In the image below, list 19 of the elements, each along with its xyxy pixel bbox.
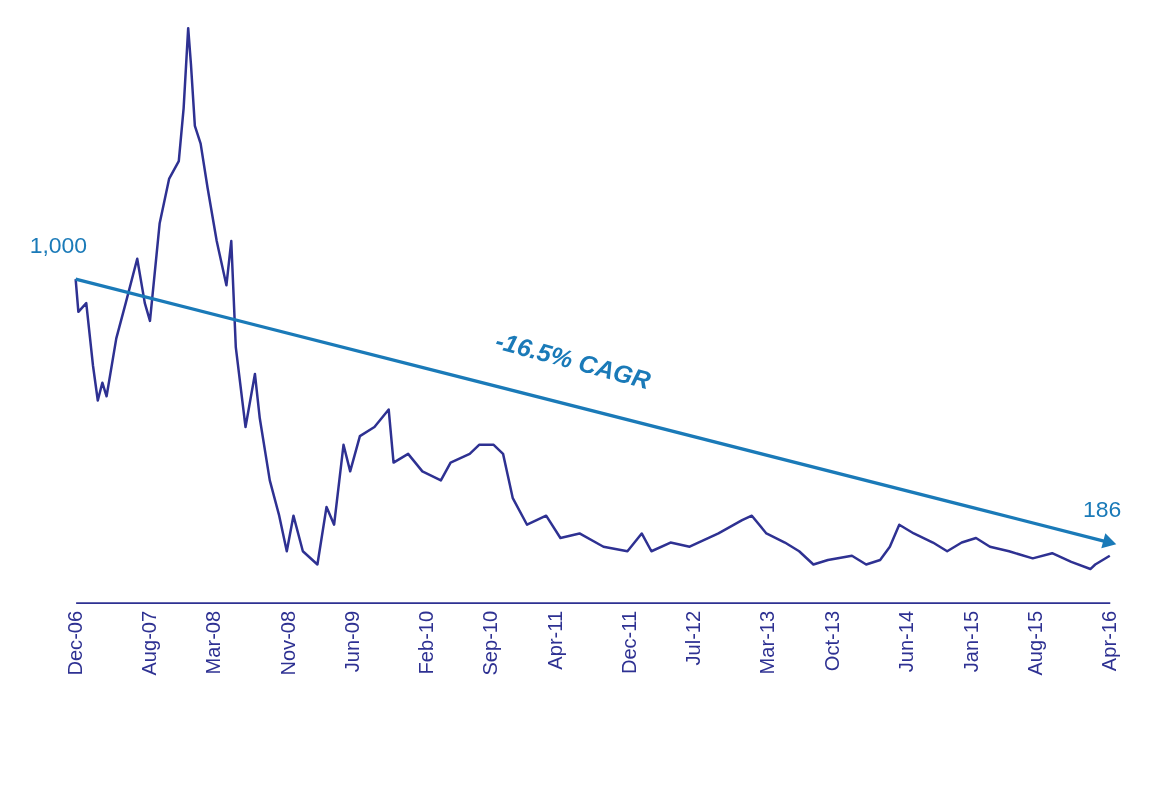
x-tick-label: Mar-13 — [756, 610, 779, 675]
x-tick-label: Oct-13 — [821, 610, 844, 672]
x-tick-label: Dec-06 — [63, 610, 86, 676]
annotation: -16.5% CAGR — [492, 325, 654, 395]
x-tick-label: Jun-09 — [340, 610, 363, 673]
x-tick-label: Feb-10 — [415, 610, 438, 675]
x-tick-label: Jan-15 — [959, 610, 982, 673]
x-tick-label: Aug-07 — [137, 610, 160, 676]
x-tick-label: Aug-15 — [1023, 610, 1046, 676]
x-tick-label: Mar-08 — [202, 610, 225, 675]
x-tick-label: Dec-11 — [617, 610, 640, 675]
x-tick-label: Jun-14 — [894, 610, 917, 673]
x-tick-label: Sep-10 — [479, 610, 502, 676]
x-tick-label: Nov-08 — [276, 610, 299, 676]
data-label: 186 — [1082, 495, 1122, 522]
x-tick-label: Apr-16 — [1098, 610, 1121, 672]
x-tick-label: Jul-12 — [682, 610, 705, 666]
data-label: 1,000 — [29, 232, 88, 259]
x-tick-label: Apr-11 — [543, 610, 566, 670]
